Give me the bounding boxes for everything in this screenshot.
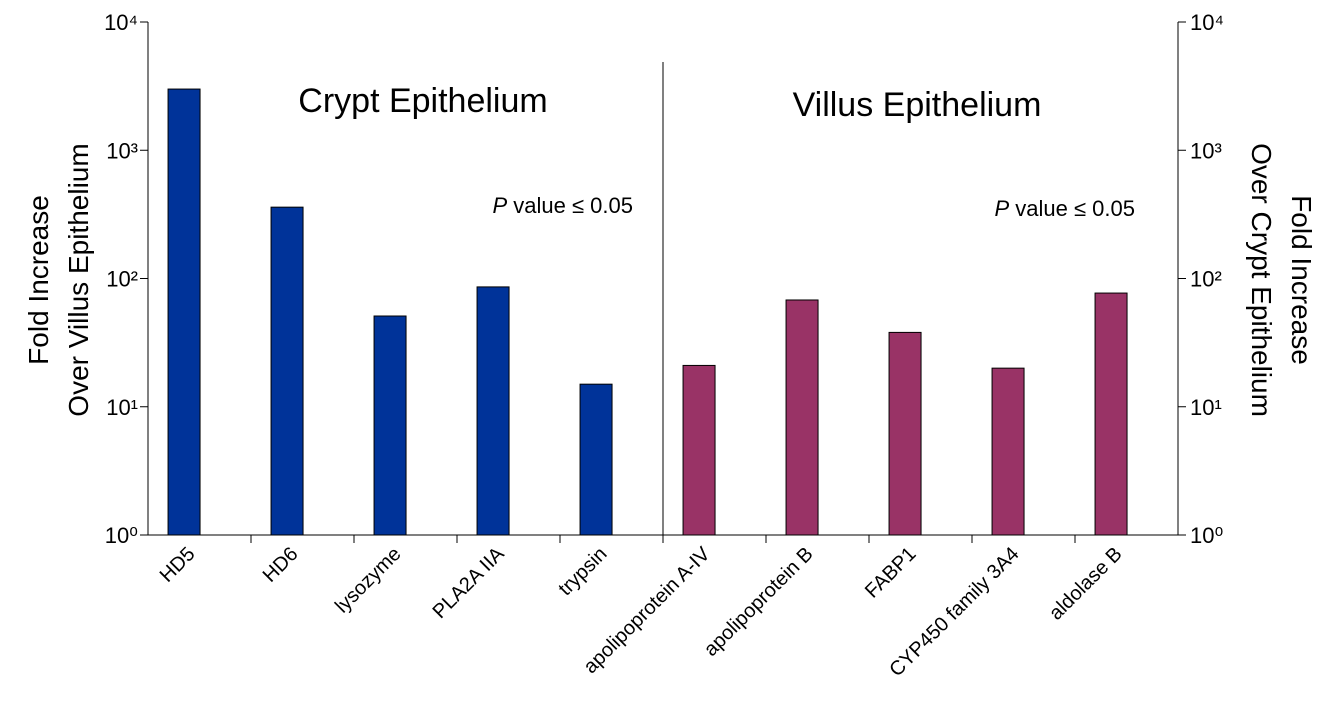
y-axis-title: Fold Increase	[23, 195, 54, 365]
annotation: P value ≤ 0.05	[994, 196, 1135, 221]
y2-tick-label: 10²	[1190, 267, 1222, 292]
annotation-text: value ≤ 0.05	[513, 193, 633, 218]
x-tick-label: trypsin	[554, 543, 611, 600]
bar	[476, 286, 510, 536]
annotation: Crypt Epithelium	[298, 82, 547, 120]
y-tick-label: 10¹	[106, 395, 138, 420]
x-tick-label: HD6	[259, 543, 303, 587]
y2-axis-title: Over Crypt Epithelium	[1246, 143, 1277, 417]
bar	[888, 331, 922, 536]
bar	[579, 383, 613, 536]
annotation-italic: P	[994, 196, 1009, 221]
y2-axis-title: Fold Increase	[1286, 195, 1317, 365]
annotation-text: value ≤ 0.05	[1015, 196, 1135, 221]
y2-tick-label: 10¹	[1190, 395, 1222, 420]
y2-tick-label: 10⁰	[1190, 523, 1223, 548]
x-tick-label: HD5	[156, 543, 200, 587]
y2-tick-label: 10⁴	[1190, 10, 1224, 35]
y-tick-label: 10³	[106, 138, 138, 163]
x-tick-label: PLA2A IIA	[429, 543, 509, 623]
bar	[682, 364, 716, 536]
y-tick-label: 10²	[106, 267, 138, 292]
x-tick-label: apolipoprotein B	[700, 543, 818, 661]
bar	[1094, 292, 1128, 536]
x-tick-label: lysozyme	[331, 543, 406, 618]
y-tick-label: 10⁰	[105, 523, 138, 548]
annotation: P value ≤ 0.05	[492, 193, 633, 218]
annotation: Villus Epithelium	[793, 86, 1042, 124]
annotation-italic: P	[492, 193, 507, 218]
bar	[373, 315, 407, 536]
y-tick-label: 10⁴	[104, 10, 138, 35]
bar	[167, 88, 201, 536]
bar	[785, 299, 819, 536]
y-axis-title: Over Villus Epithelium	[63, 143, 94, 416]
bar	[270, 206, 304, 536]
bar	[991, 367, 1025, 536]
y2-tick-label: 10³	[1190, 138, 1222, 163]
x-tick-label: aldolase B	[1045, 543, 1127, 625]
x-tick-label: FABP1	[861, 543, 921, 603]
